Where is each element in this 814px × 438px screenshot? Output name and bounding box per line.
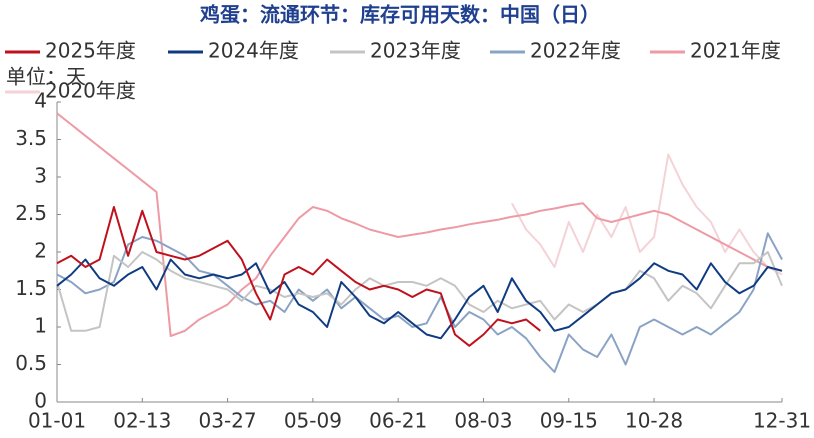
series-line <box>56 258 783 340</box>
chart-title: 鸡蛋：流通环节：库存可用天数：中国（日） <box>199 3 600 27</box>
series-line <box>56 232 783 373</box>
y-tick-label: 1 <box>34 314 47 338</box>
x-tick-label: 02-13 <box>113 409 171 433</box>
y-tick-label: 3 <box>34 164 47 188</box>
y-tick-label: 4 <box>34 89 47 113</box>
x-tick-label: 03-27 <box>199 409 257 433</box>
x-tick-label: 01-01 <box>28 409 86 433</box>
legend-label: 2021年度 <box>690 39 781 63</box>
legend-label: 2025年度 <box>45 39 136 63</box>
x-tick-label: 08-03 <box>454 409 512 433</box>
x-tick-label: 05-09 <box>284 409 342 433</box>
x-tick-label: 09-15 <box>540 409 598 433</box>
x-tick-label: 06-21 <box>369 409 427 433</box>
y-tick-label: 0 <box>34 389 47 413</box>
series-line <box>56 112 783 337</box>
series-line <box>511 153 783 276</box>
x-tick-label: 12-31 <box>753 409 811 433</box>
series-line <box>56 251 783 332</box>
y-tick-label: 2.5 <box>15 201 47 225</box>
y-tick-label: 0.5 <box>15 351 47 375</box>
unit-label: 单位：天 <box>6 65 86 89</box>
x-tick-label: 10-28 <box>625 409 683 433</box>
y-tick-label: 3.5 <box>15 126 47 150</box>
y-tick-label: 2 <box>34 239 47 263</box>
legend-label: 2022年度 <box>530 39 621 63</box>
series-line <box>56 206 541 347</box>
legend-label: 2020年度 <box>45 79 136 103</box>
legend-label: 2024年度 <box>208 39 299 63</box>
y-tick-label: 1.5 <box>15 276 47 300</box>
legend-label: 2023年度 <box>370 39 461 63</box>
